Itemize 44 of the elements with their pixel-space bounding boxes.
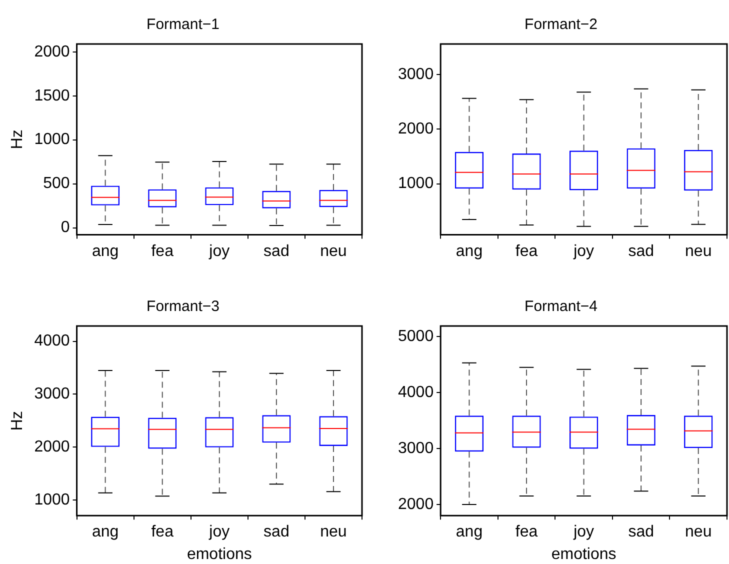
y-tick-label: 3000	[398, 66, 434, 83]
x-axis-title: emotions	[186, 546, 252, 563]
x-tick-label: fea	[515, 524, 538, 541]
y-tick-label: 2000	[34, 438, 70, 456]
y-tick-label: 1000	[34, 131, 70, 148]
x-tick-label: joy	[572, 242, 594, 260]
y-axis-title: Hz	[9, 130, 26, 150]
x-tick-label: ang	[92, 242, 119, 260]
x-tick-label: sad	[628, 242, 654, 260]
y-tick-label: 1500	[34, 87, 70, 104]
x-tick-label: fea	[515, 242, 538, 260]
y-tick-label: 500	[43, 175, 70, 192]
x-tick-label: ang	[92, 524, 119, 541]
y-tick-label: 2000	[398, 496, 434, 514]
x-tick-label: sad	[264, 524, 290, 541]
y-tick-label: 1000	[34, 491, 70, 508]
x-tick-label: joy	[208, 524, 230, 541]
y-tick-label: 2000	[34, 43, 70, 60]
chart-title: Formant−4	[524, 298, 598, 316]
y-tick-label: 2000	[398, 120, 434, 138]
x-axis-title: emotions	[551, 546, 616, 563]
chart-title: Formant−3	[146, 298, 220, 316]
x-tick-label: neu	[320, 524, 347, 541]
y-tick-label: 3000	[398, 440, 434, 458]
y-tick-label: 1000	[398, 175, 434, 192]
x-tick-label: fea	[151, 524, 174, 541]
y-tick-label: 5000	[398, 328, 434, 346]
y-tick-label: 4000	[34, 332, 70, 350]
y-axis-title: Hz	[9, 411, 26, 431]
x-tick-label: sad	[264, 242, 290, 260]
x-tick-label: ang	[456, 242, 483, 260]
x-tick-label: joy	[572, 524, 594, 541]
y-tick-label: 4000	[398, 384, 434, 402]
x-tick-label: neu	[320, 242, 347, 260]
x-tick-label: ang	[456, 524, 483, 541]
chart-title: Formant−1	[146, 16, 220, 34]
x-tick-label: neu	[685, 242, 712, 260]
y-tick-label: 0	[60, 219, 70, 236]
x-tick-label: sad	[628, 524, 654, 541]
x-tick-label: neu	[685, 524, 712, 541]
x-tick-label: joy	[208, 242, 230, 260]
x-tick-label: fea	[151, 242, 174, 260]
chart-title: Formant−2	[524, 16, 598, 34]
y-tick-label: 3000	[34, 386, 70, 403]
